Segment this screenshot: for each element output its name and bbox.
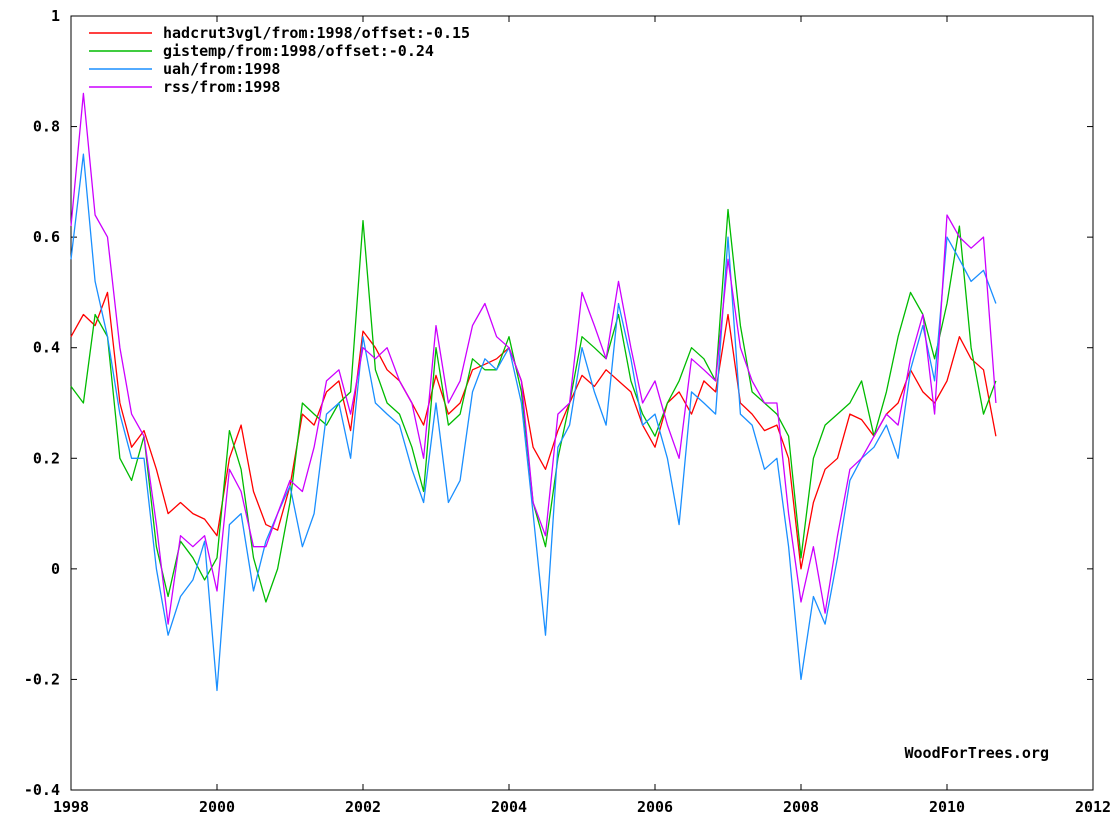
y-tick-label: 0.4 xyxy=(33,339,60,357)
ticks-layer: 1998 2000 2002 2004 2006 2008 2010 2012 -0.4 -0.2… xyxy=(24,7,1111,816)
y-tick-label: 0 xyxy=(51,560,60,578)
series-line-0 xyxy=(70,291,997,570)
series-layer xyxy=(70,92,997,692)
watermark-text: WoodForTrees.org xyxy=(905,744,1050,762)
x-tick-label: 2006 xyxy=(637,798,673,816)
y-tick-label: 0.2 xyxy=(33,449,60,467)
y-tick-label: -0.4 xyxy=(24,781,60,799)
y-tick-label: 1 xyxy=(51,7,60,25)
series-line-3 xyxy=(70,92,997,625)
legend-label: uah/from:1998 xyxy=(163,60,280,78)
y-tick-label: 0.8 xyxy=(33,118,60,136)
x-tick-label: 2000 xyxy=(199,798,235,816)
legend-label: rss/from:1998 xyxy=(163,78,280,96)
x-tick-label: 2004 xyxy=(491,798,527,816)
series-line-2 xyxy=(70,153,997,692)
legend: hadcrut3vgl/from:1998/offset:-0.15gistem… xyxy=(89,24,470,96)
x-tick-label: 1998 xyxy=(53,798,89,816)
y-tick-label: -0.2 xyxy=(24,670,60,688)
legend-label: hadcrut3vgl/from:1998/offset:-0.15 xyxy=(163,24,470,42)
plot-area xyxy=(70,15,1094,791)
x-tick-label: 2012 xyxy=(1075,798,1111,816)
x-tick-label: 2002 xyxy=(345,798,381,816)
x-tick-label: 2008 xyxy=(783,798,819,816)
y-tick-label: 0.6 xyxy=(33,228,60,246)
x-tick-label: 2010 xyxy=(929,798,965,816)
legend-label: gistemp/from:1998/offset:-0.24 xyxy=(163,42,434,60)
